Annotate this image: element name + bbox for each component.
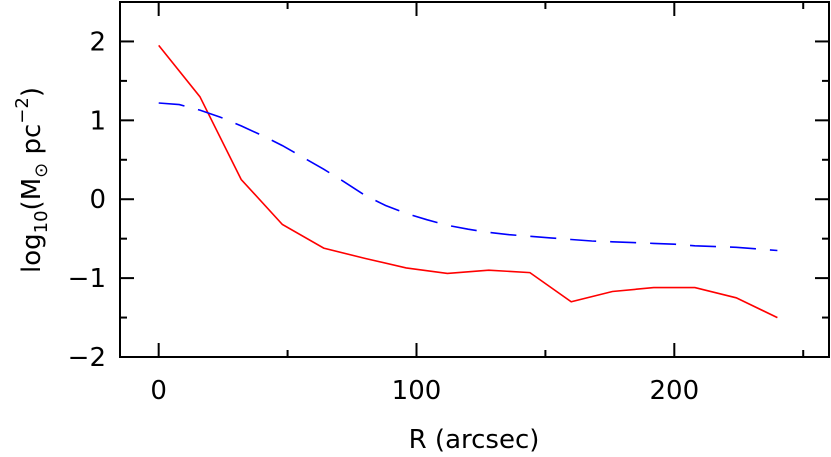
x-tick-label: 0: [150, 376, 167, 406]
y-axis-label-sup: −2: [12, 97, 33, 124]
x-axis-label: R (arcsec): [409, 425, 540, 455]
y-axis-label: log10(M⊙ pc−2): [12, 87, 52, 273]
plot-frame: [119, 1, 830, 358]
y-tick-label: 0: [89, 185, 106, 215]
y-axis-label-suffix: ): [17, 87, 47, 97]
y-axis-label-prefix: log: [17, 233, 47, 273]
ticks: [120, 2, 829, 358]
y-axis-label-mid: (M: [17, 178, 47, 211]
x-tick-label: 200: [649, 376, 699, 406]
series-line-1: [158, 44, 778, 319]
tick-labels: 0 100 200 −2 −1 0 1 2: [68, 27, 699, 406]
y-tick-label: −2: [68, 343, 106, 373]
y-tick-label: 2: [89, 27, 106, 57]
x-tick-label: 100: [392, 376, 442, 406]
y-axis-label-unit: pc: [17, 124, 47, 163]
series-group: [158, 44, 778, 319]
y-tick-label: 1: [89, 106, 106, 136]
y-axis-label-sun: ⊙: [31, 163, 52, 178]
series-line-2: [158, 102, 778, 252]
y-axis-label-sub: 10: [31, 210, 52, 233]
y-tick-label: −1: [68, 264, 106, 294]
